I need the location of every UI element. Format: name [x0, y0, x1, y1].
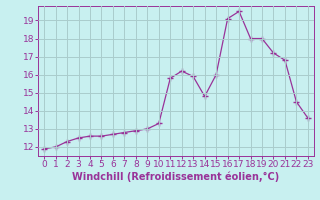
X-axis label: Windchill (Refroidissement éolien,°C): Windchill (Refroidissement éolien,°C) [72, 172, 280, 182]
